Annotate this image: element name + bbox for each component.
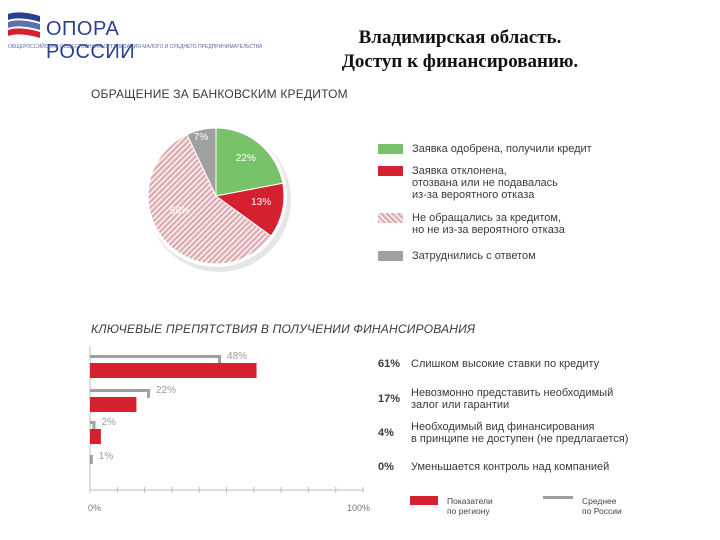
bar-russia-label: 22% — [156, 385, 176, 396]
flag-logo-icon — [8, 12, 40, 38]
bar-legend-swatch — [543, 496, 573, 499]
bar-legend-label: Среднее по России — [582, 496, 622, 516]
bar-russia-tick — [92, 421, 96, 430]
logo-tagline: ОБЩЕРОССИЙСКАЯ ОБЩЕСТВЕННАЯ ОРГАНИЗАЦИЯ … — [8, 44, 263, 50]
pie-slice-label: 13% — [251, 197, 271, 208]
bar-russia-label: 1% — [99, 451, 114, 462]
page-title: Владимирская область. Доступ к финансиро… — [280, 26, 640, 74]
bar-region-value: 17% — [378, 393, 401, 405]
legend-label: Не обращались за кредитом, но не из-за ве… — [412, 212, 565, 236]
pie-slice — [147, 133, 272, 265]
legend-label: Заявка одобрена, получили кредит — [412, 143, 592, 155]
bar-region-value: 61% — [378, 358, 401, 370]
legend-swatch — [378, 166, 403, 176]
page-title-line-2: Доступ к финансированию. — [341, 51, 579, 72]
legend-swatch — [378, 144, 403, 154]
bar-category-label: Слишком высокие ставки по кредиту — [411, 358, 600, 370]
x-tick-label: 0% — [88, 503, 101, 513]
logo-name: ОПОРА РОССИИ — [46, 18, 136, 63]
legend-label: Затруднились с ответом — [412, 250, 536, 262]
bar-category-label: Необходимый вид финансирования в принципе… — [411, 421, 629, 445]
bar-region-value: 4% — [378, 427, 394, 439]
bar-region — [90, 363, 257, 378]
bar-chart-title: КЛЮЧЕВЫЕ ПРЕПЯТСТВИЯ В ПОЛУЧЕНИИ ФИНАНСИ… — [91, 322, 476, 336]
pie-slice-label: 22% — [236, 153, 256, 164]
bar-category-label: Невозмонно представить необходимый залог … — [411, 387, 614, 411]
bar-russia — [90, 389, 151, 392]
bar-region — [90, 429, 101, 444]
bar-legend-swatch — [410, 496, 438, 505]
logo: ОПОРА РОССИИ ОБЩЕРОССИЙСКАЯ ОБЩЕСТВЕННАЯ… — [4, 6, 262, 63]
bar-category-label: Уменьшается контроль над компанией — [411, 461, 610, 473]
page-title-line-1: Владимирская область. — [358, 27, 562, 48]
bar-russia-tick — [147, 389, 151, 398]
legend-label: Заявка отклонена, отозвана или не подавал… — [412, 165, 558, 201]
pie-slice — [186, 127, 217, 197]
bar-russia-tick — [218, 355, 222, 364]
x-tick-label: 100% — [347, 503, 370, 513]
bar-russia-label: 2% — [101, 417, 116, 428]
bar-russia — [90, 355, 222, 358]
legend-swatch — [378, 251, 403, 261]
pie-slice-label: 7% — [194, 132, 209, 143]
bar-russia-tick — [89, 455, 93, 464]
bar-legend-label: Показатели по региону — [447, 496, 493, 516]
pie-slice — [214, 182, 285, 237]
pie-slice — [215, 127, 284, 197]
bar-russia-label: 48% — [227, 351, 247, 362]
bar-region — [90, 397, 137, 412]
legend-swatch — [378, 213, 403, 223]
bar-region-value: 0% — [378, 461, 394, 473]
pie-slice-label: 58% — [170, 206, 190, 217]
pie-chart-title: ОБРАЩЕНИЕ ЗА БАНКОВСКИМ КРЕДИТОМ — [91, 87, 348, 101]
